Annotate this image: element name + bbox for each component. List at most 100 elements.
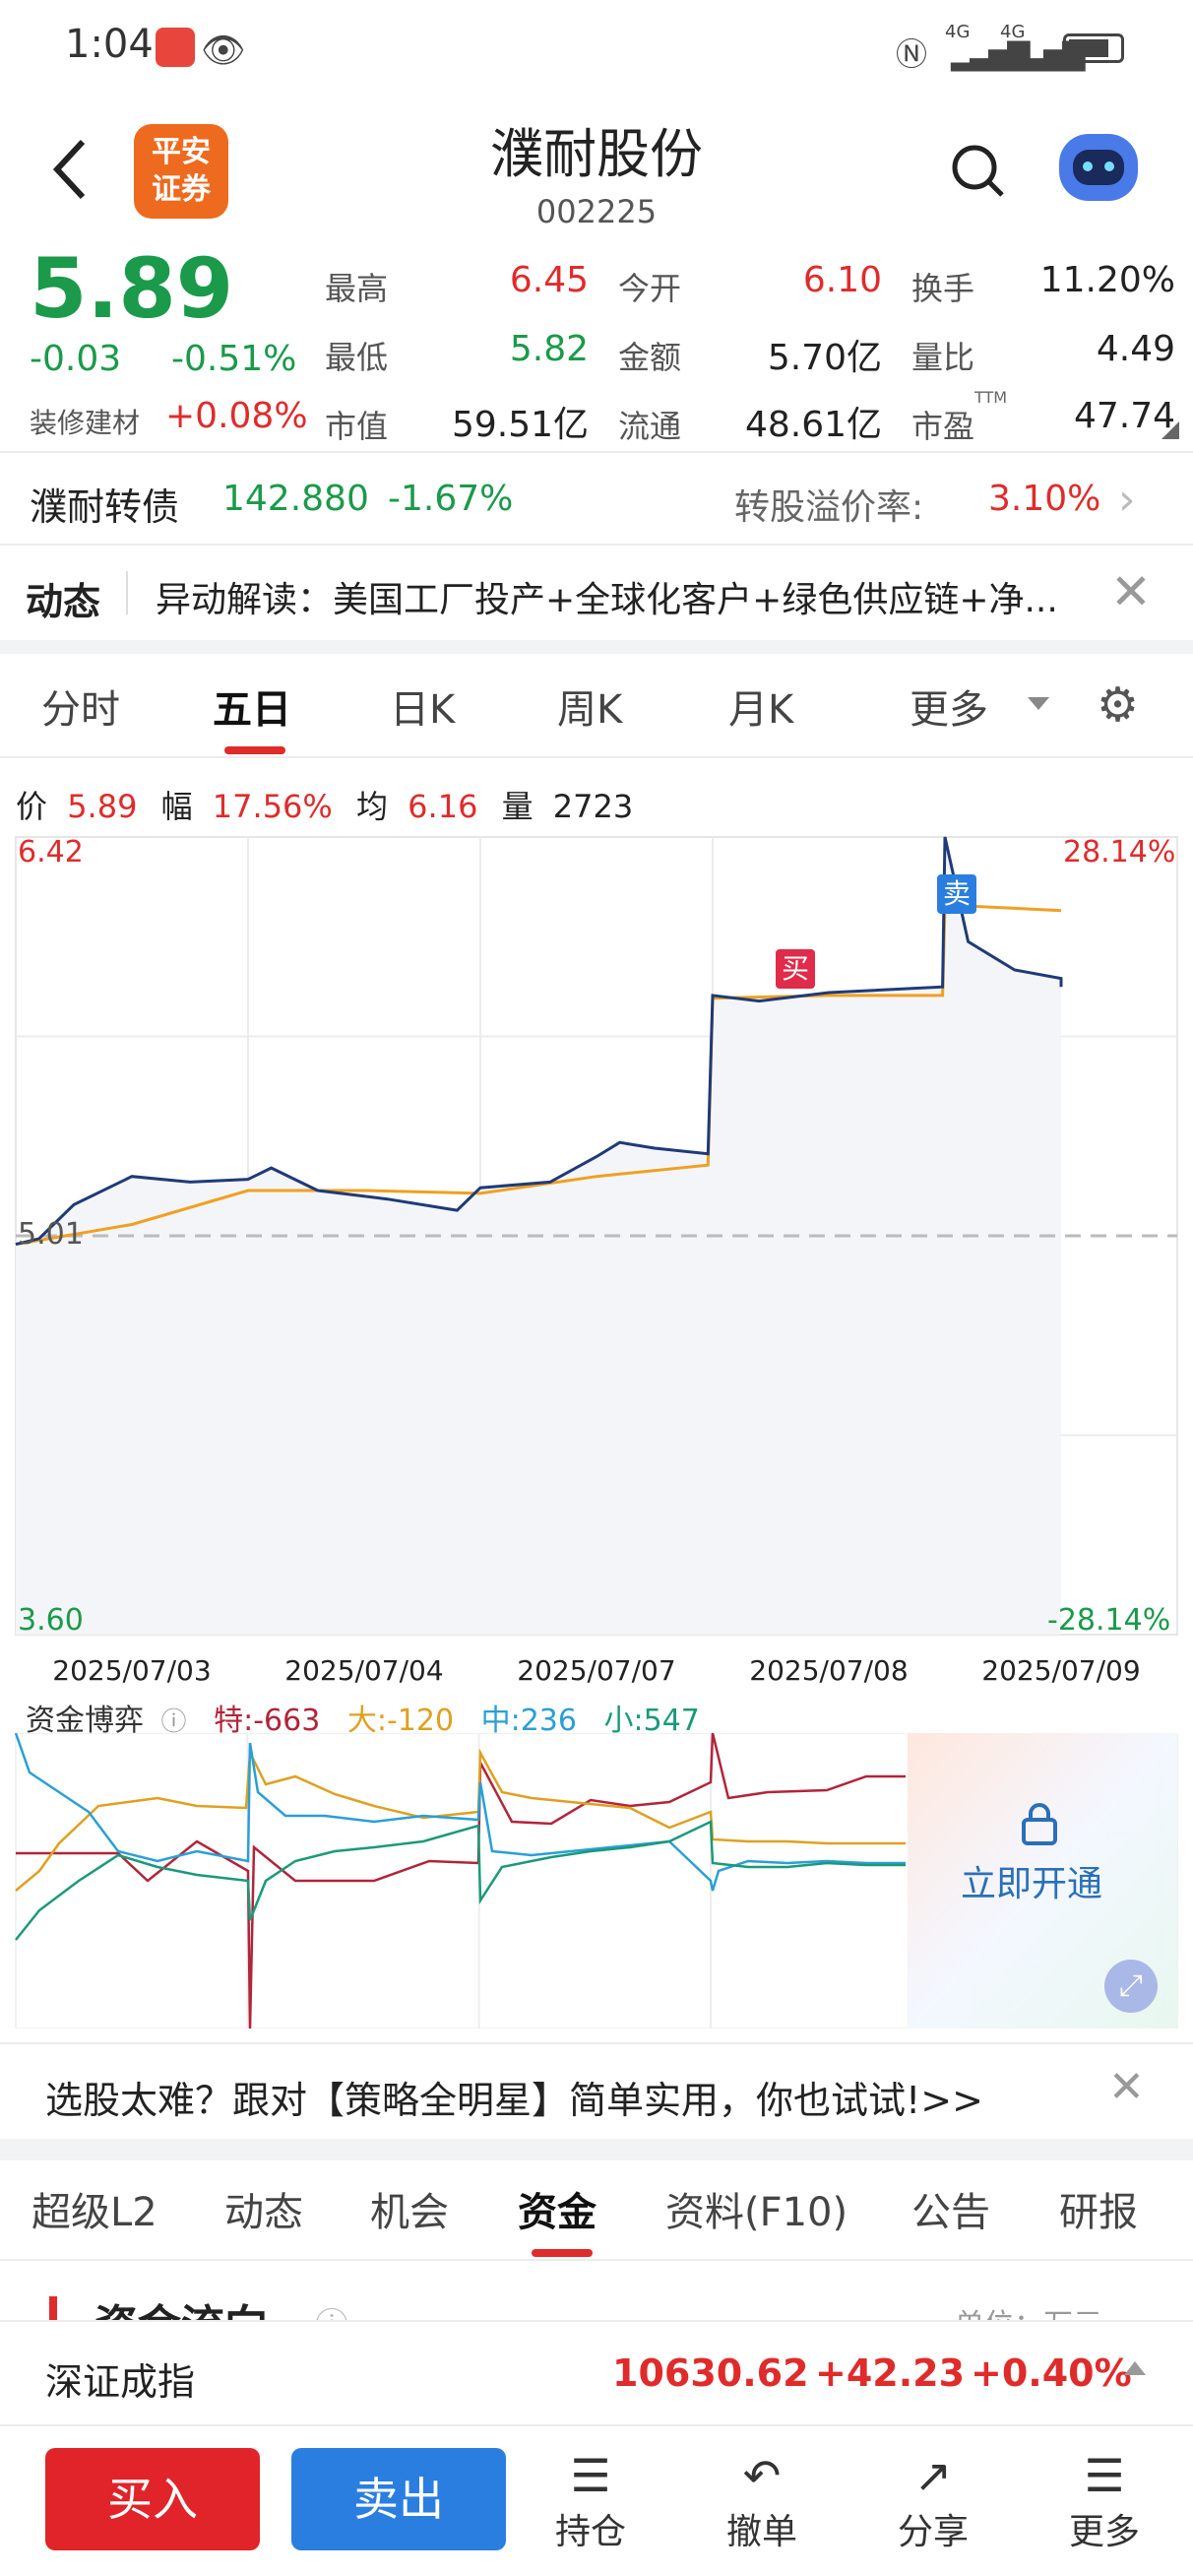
info-vol: 2723	[552, 788, 634, 825]
vol-ratio-value: 4.49	[1096, 329, 1175, 369]
high-value: 6.45	[509, 260, 589, 300]
y-min-label: 3.60	[18, 1603, 84, 1638]
more-dropdown-icon[interactable]	[1028, 697, 1049, 710]
chart-info-row: 价 5.89 幅 17.56% 均 6.16 量 2723	[16, 782, 633, 827]
info-icon[interactable]: ⓘ	[160, 1707, 187, 1737]
y-max-label: 6.42	[18, 835, 84, 869]
index-pct: +0.40%	[971, 2351, 1132, 2395]
pe-value: 47.74	[1073, 396, 1175, 436]
tab-monthly-k[interactable]: 月K	[728, 687, 794, 733]
cancel-order-button[interactable]: ↶ 撤单	[703, 2448, 821, 2554]
section-info-icon[interactable]: ⓘ	[315, 2298, 348, 2320]
signal-1-label: 4G	[945, 22, 971, 42]
mcap-label: 市值	[325, 408, 389, 445]
fullscreen-icon[interactable]: ⤢	[1104, 1960, 1158, 2013]
tab-more[interactable]: 更多	[910, 687, 988, 733]
info-amp-label: 幅	[160, 788, 193, 825]
tab-daily-k[interactable]: 日K	[390, 687, 456, 733]
tab-funds[interactable]: 资金	[518, 2190, 596, 2235]
index-ticker-bar[interactable]: 深证成指 10630.62 +42.23 +0.40%	[0, 2320, 1193, 2426]
hold-label: 持仓	[554, 2512, 626, 2552]
share-button[interactable]: ↗ 分享	[874, 2448, 992, 2554]
sell-button[interactable]: 卖出	[291, 2448, 506, 2550]
amount-label: 金额	[618, 339, 682, 376]
hold-button[interactable]: ☰ 持仓	[532, 2448, 650, 2554]
buy-button[interactable]: 买入	[45, 2448, 260, 2550]
section-title: 资金流向	[94, 2290, 268, 2320]
fund-flow-section-header: 资金流向 ⓘ 单位：万元	[0, 2265, 1193, 2320]
expand-corner-icon[interactable]	[1162, 421, 1179, 439]
back-icon[interactable]	[45, 130, 94, 209]
pe-label: 市盈	[911, 408, 975, 445]
news-text: 异动解读：美国工厂投产+全球化客户+绿色供应链+净...	[156, 580, 1058, 620]
status-time: 1:04	[65, 22, 154, 67]
pct-min-label: -28.14%	[1047, 1603, 1171, 1638]
broker-logo: 平安 证券	[134, 124, 228, 219]
promo-close-icon[interactable]: ✕	[1108, 2062, 1145, 2112]
convertible-bond-row[interactable]: 濮耐转债 142.880 -1.67% 转股溢价率: 3.10% ›	[0, 453, 1193, 544]
stock-code: 002225	[535, 193, 658, 230]
nfc-icon: Ⓝ	[896, 35, 928, 73]
sector-name[interactable]: 装修建材	[30, 407, 141, 439]
five-day-chart[interactable]: 2025/07/03 2025/07/04 2025/07/07 2025/07/08…	[0, 827, 1193, 1694]
news-tag: 动态	[26, 580, 101, 623]
amount-value: 5.70亿	[767, 338, 882, 378]
open-value: 6.10	[802, 260, 882, 300]
tab-opportunity[interactable]: 机会	[370, 2190, 449, 2235]
promo-banner[interactable]: 选股太难？跟对【策略全明星】简单实用，你也试试!>>	[45, 2079, 983, 2122]
date-tick-label: 2025/07/03	[52, 1654, 211, 1687]
signal-2-label: 4G	[1000, 22, 1026, 42]
close-icon[interactable]: ✕	[1110, 563, 1152, 620]
flow-small-line	[15, 1820, 906, 1941]
index-expand-icon[interactable]	[1124, 2361, 1146, 2375]
settings-gear-icon[interactable]: ⚙	[1097, 677, 1140, 733]
index-change: +42.23	[815, 2351, 966, 2395]
info-vol-label: 量	[501, 788, 534, 825]
tab-announcements[interactable]: 公告	[911, 2190, 990, 2235]
tab-five-day[interactable]: 五日	[213, 687, 291, 733]
more-label: 更多	[1068, 2512, 1140, 2552]
turnover-value: 11.20%	[1039, 260, 1175, 300]
search-icon[interactable]	[949, 142, 1008, 205]
open-label: 今开	[618, 270, 682, 307]
document-icon: ☰	[570, 2449, 611, 2502]
tab-f10[interactable]: 资料(F10)	[665, 2190, 848, 2235]
logo-line2: 证券	[152, 172, 211, 207]
pct-max-label: 28.14%	[1063, 835, 1176, 869]
assistant-robot-icon[interactable]	[1059, 134, 1138, 201]
more-button[interactable]: ☰ 更多	[1045, 2448, 1163, 2554]
tab-l2[interactable]: 超级L2	[31, 2190, 157, 2235]
tab-research[interactable]: 研报	[1059, 2190, 1138, 2235]
sector-pct: +0.08%	[165, 396, 308, 436]
float-value: 48.61亿	[744, 405, 882, 445]
share-label: 分享	[897, 2512, 969, 2552]
eye-icon: 👁	[201, 31, 246, 71]
share-icon: ↗	[913, 2449, 953, 2502]
menu-icon: ☰	[1084, 2449, 1125, 2502]
cancel-label: 撤单	[725, 2512, 797, 2552]
info-avg: 6.16	[408, 788, 478, 825]
news-row[interactable]: 动态 异动解读：美国工厂投产+全球化客户+绿色供应链+净... ✕	[0, 546, 1193, 640]
buy-marker[interactable]: 买	[776, 949, 815, 989]
tab-dynamics[interactable]: 动态	[224, 2190, 303, 2235]
section-unit: 单位：万元	[955, 2300, 1102, 2320]
tab-weekly-k[interactable]: 周K	[557, 687, 623, 733]
battery-icon	[1063, 33, 1124, 63]
flow-special: 特:-663	[214, 1704, 321, 1738]
notification-icon	[156, 28, 195, 67]
price-change: -0.03	[30, 339, 122, 379]
lock-icon	[1020, 1802, 1059, 1849]
info-price: 5.89	[67, 788, 138, 825]
sell-marker[interactable]: 卖	[937, 874, 976, 914]
current-price: 5.89	[30, 240, 234, 337]
turnover-label: 换手	[911, 270, 975, 307]
date-tick-label: 2025/07/08	[749, 1654, 908, 1687]
signal-1-icon: ▂▃▅▇	[951, 37, 1030, 72]
info-price-label: 价	[16, 788, 48, 825]
vol-ratio-label: 量比	[911, 339, 975, 376]
stock-name: 濮耐股份	[490, 123, 703, 185]
mcap-value: 59.51亿	[451, 405, 589, 445]
date-tick-label: 2025/07/07	[517, 1654, 675, 1687]
tab-intraday[interactable]: 分时	[41, 687, 120, 733]
unlock-button[interactable]: 立即开通	[961, 1864, 1103, 1904]
